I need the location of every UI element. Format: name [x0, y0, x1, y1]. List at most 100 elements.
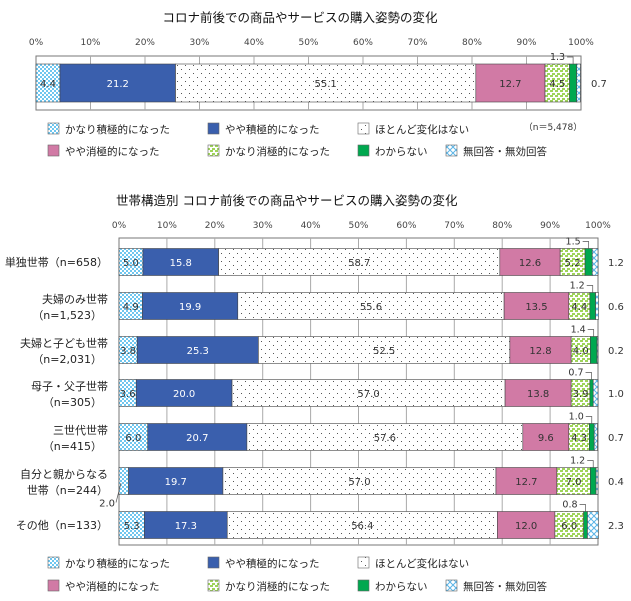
- bar-segment: [237, 292, 505, 320]
- data-label: 20.7: [186, 433, 208, 444]
- data-label: 5.0: [123, 258, 139, 269]
- data-label: 13.8: [527, 389, 549, 400]
- data-label: 12.7: [499, 79, 521, 90]
- data-label: 21.2: [107, 79, 129, 90]
- x-tick-label: 30%: [189, 38, 209, 48]
- chart-title: コロナ前後での商品やサービスの購入姿勢の変化: [162, 10, 438, 25]
- leader-line: [585, 372, 592, 380]
- bar-segment: [231, 379, 506, 407]
- legend-swatch: [445, 579, 458, 592]
- data-label: 1.4: [571, 325, 586, 336]
- data-label: 15.8: [170, 258, 192, 269]
- legend-swatch: [47, 579, 60, 592]
- bar-segment: [147, 423, 248, 451]
- data-label: 58.7: [348, 258, 370, 269]
- leader-line: [586, 285, 594, 293]
- bar-segment: [587, 511, 599, 539]
- bar-segment: [589, 379, 594, 407]
- data-label: 12.7: [515, 477, 537, 488]
- data-label: 9.6: [538, 433, 554, 444]
- data-label: 12.6: [519, 258, 541, 269]
- bar-segment: [522, 423, 570, 451]
- x-tick-label: 50%: [348, 221, 368, 231]
- bar-segment: [503, 292, 570, 320]
- legend-label: かなり消極的になった: [225, 145, 330, 158]
- data-label: 5.3: [124, 521, 140, 532]
- bar-segment: [589, 292, 596, 320]
- data-label: 19.9: [179, 302, 201, 313]
- data-label: 3.6: [120, 389, 136, 400]
- legend-label: わからない: [375, 581, 428, 593]
- data-label: 4.4: [40, 79, 56, 90]
- data-label: 19.7: [165, 477, 187, 488]
- bar-segment: [475, 63, 546, 103]
- row-label: 夫婦と子ども世帯: [20, 336, 108, 350]
- legend-swatch: [207, 556, 220, 569]
- row-label: 母子・父子世帯: [31, 380, 108, 393]
- data-label: 3.9: [573, 389, 589, 400]
- x-tick-label: 70%: [407, 38, 427, 48]
- bar-segment: [593, 423, 598, 451]
- leader-line: [585, 416, 593, 424]
- legend-swatch: [357, 122, 370, 135]
- legend-label: かなり積極的になった: [65, 557, 170, 570]
- leader-line: [587, 329, 595, 337]
- row-label: （n=1,523）: [32, 309, 102, 322]
- bar-segment: [128, 467, 224, 495]
- x-tick-label: 40%: [244, 38, 264, 48]
- leader-line: [579, 504, 586, 512]
- row-label: 自分と親からなる: [20, 468, 108, 481]
- legend-swatch: [357, 144, 370, 157]
- data-label: 1.2: [570, 456, 585, 467]
- x-tick-label: 10%: [157, 221, 177, 231]
- row-label: （n=2,031）: [32, 353, 102, 366]
- leader-line: [567, 56, 574, 64]
- data-label: 17.3: [175, 521, 197, 532]
- x-tick-label: 20%: [205, 221, 225, 231]
- legend-label: わからない: [375, 146, 428, 158]
- x-tick-label: 90%: [540, 221, 560, 231]
- row-label: （n=305）: [43, 396, 102, 409]
- bar-segment: [246, 423, 524, 451]
- bar-segment: [595, 467, 599, 495]
- bar-segment: [569, 63, 577, 103]
- legend-label: やや積極的になった: [225, 123, 320, 136]
- legend-label: かなり消極的になった: [225, 580, 330, 593]
- bar-segment: [584, 248, 593, 276]
- x-tick-label: 90%: [516, 38, 536, 48]
- row-label: 単独世帯（n=658）: [5, 255, 108, 269]
- x-tick-label: 20%: [135, 38, 155, 48]
- legend-label: ほとんど変化はない: [375, 123, 469, 136]
- bar-segment: [596, 336, 599, 364]
- data-label: 2.3: [608, 521, 624, 532]
- bar-segment: [544, 63, 570, 103]
- data-label: 5.2: [565, 258, 581, 269]
- bar-segment: [222, 467, 497, 495]
- x-tick-label: 60%: [353, 38, 373, 48]
- data-label: 0.6: [608, 302, 624, 313]
- data-label: 0.2: [608, 346, 624, 357]
- bar-segment: [218, 248, 501, 276]
- data-label: 12.8: [529, 346, 551, 357]
- data-label: 56.4: [351, 521, 373, 532]
- data-label: 1.2: [608, 258, 624, 269]
- bar-segment: [118, 423, 149, 451]
- data-label: 12.0: [515, 521, 537, 532]
- legend-swatch: [357, 556, 370, 569]
- data-label: 52.5: [373, 346, 395, 357]
- legend-label: 無回答・無効回答: [463, 580, 547, 593]
- data-label: 0.7: [591, 79, 607, 90]
- legend-label: かなり積極的になった: [65, 123, 170, 136]
- legend-label: 無回答・無効回答: [463, 145, 547, 158]
- bar-segment: [136, 336, 259, 364]
- bar-segment: [583, 511, 588, 539]
- bar-segment: [590, 336, 598, 364]
- x-tick-label: 40%: [301, 221, 321, 231]
- bar-segment: [559, 248, 586, 276]
- x-tick-label: 70%: [444, 221, 464, 231]
- chart-title: 世帯構造別 コロナ前後での商品やサービスの購入姿勢の変化: [116, 193, 458, 208]
- legend-swatch: [207, 144, 220, 157]
- data-label: 1.5: [566, 237, 581, 248]
